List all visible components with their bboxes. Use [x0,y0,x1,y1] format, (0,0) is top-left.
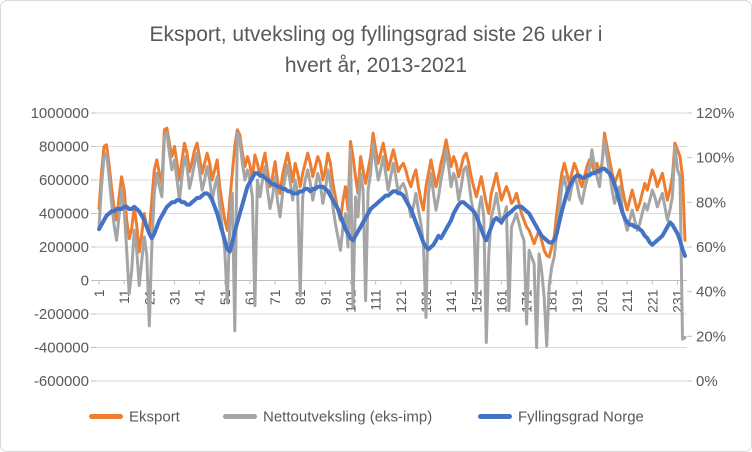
series-line-nettoutveksling-eks-imp [97,131,687,349]
y-axis-label: -600000 [34,373,89,390]
x-axis-label: 51 [217,289,233,305]
x-axis-label: 141 [443,289,459,313]
y-axis-label: 1000000 [31,105,89,122]
right-axis-label: 20% [696,328,726,345]
right-axis-label: 100% [696,150,734,167]
chart-title: Eksport, utveksling og fyllingsgrad sist… [1,19,751,81]
x-axis-label: 91 [317,289,333,305]
y-axis-label: 600000 [39,172,89,189]
x-axis-label: 211 [619,289,635,312]
right-axis-label: 40% [696,284,726,301]
series-line-eksport [97,126,687,259]
x-axis-label: 161 [493,289,509,313]
series-line-fyllingsgrad-norge [97,166,687,258]
right-axis-label: 80% [696,194,726,211]
right-axis-label: 60% [696,239,726,256]
right-axis-label: 120% [696,105,734,122]
x-axis-label: 101 [343,289,359,313]
y-axis-label: 0 [81,273,89,290]
y-axis-label: 800000 [39,139,89,156]
x-axis-label: 111 [368,289,384,310]
x-axis-label: 121 [393,289,409,313]
x-axis-label: 31 [166,289,182,305]
x-axis-label: 1 [91,289,107,297]
x-axis-label: 41 [192,289,208,305]
y-axis-label: -200000 [34,306,89,323]
x-axis-label: 201 [594,289,610,313]
right-axis-label: 0% [696,373,718,390]
x-axis-label: 191 [569,289,585,313]
x-axis-label: 81 [292,289,308,305]
chart-title-line-1: Eksport, utveksling og fyllingsgrad sist… [149,23,603,46]
chart-title-line-2: hvert år, 2013-2021 [284,54,468,77]
y-axis-label: 400000 [39,206,89,223]
y-axis-label: -400000 [34,340,89,357]
y-axis-label: 200000 [39,239,89,256]
x-axis-label: 71 [267,289,283,305]
x-axis-label: 221 [644,289,660,313]
